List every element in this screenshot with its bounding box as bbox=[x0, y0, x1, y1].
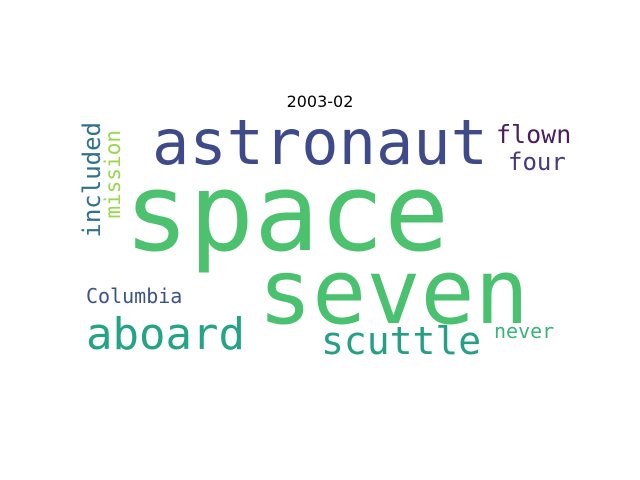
word-aboard: aboard bbox=[86, 309, 245, 360]
word-space: space bbox=[124, 151, 450, 276]
word-flown: flown bbox=[496, 120, 572, 149]
word-four: four bbox=[508, 148, 566, 176]
word-never: never bbox=[494, 319, 555, 343]
word-astronaut: astronaut bbox=[152, 106, 488, 179]
word-mission: mission bbox=[101, 130, 125, 219]
wordcloud-title: 2003-02 bbox=[286, 92, 354, 111]
word-seven: seven bbox=[258, 240, 529, 345]
word-columbia: Columbia bbox=[86, 284, 183, 308]
word-scuttle: scuttle bbox=[321, 319, 482, 363]
